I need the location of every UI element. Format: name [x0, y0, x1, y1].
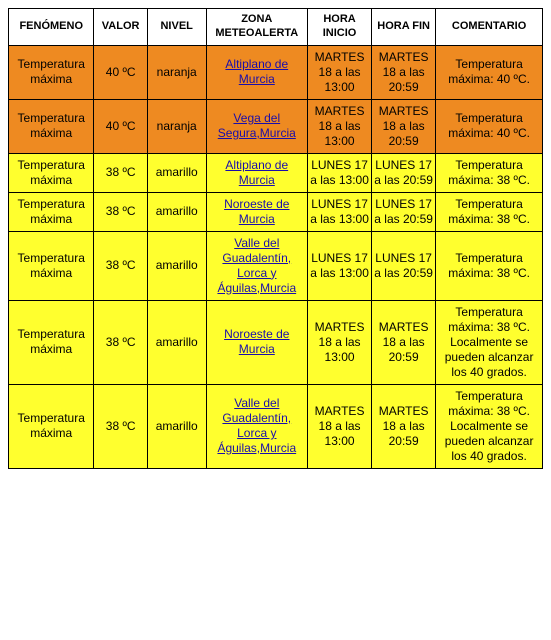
col-header-fin: HORA FIN	[372, 9, 436, 46]
cell-comentario: Temperatura máxima: 38 ºC.	[436, 153, 543, 192]
cell-nivel: naranja	[147, 99, 206, 153]
cell-nivel: amarillo	[147, 153, 206, 192]
cell-inicio: LUNES 17 a las 13:00	[308, 153, 372, 192]
table-row: Temperatura máxima38 ºCamarillo Altiplano…	[9, 153, 543, 192]
table-row: Temperatura máxima38 ºCamarillo Noroeste …	[9, 192, 543, 231]
cell-inicio: LUNES 17 a las 13:00	[308, 231, 372, 300]
cell-inicio: MARTES 18 a las 13:00	[308, 99, 372, 153]
cell-fin: MARTES 18 a las 20:59	[372, 300, 436, 384]
cell-nivel: naranja	[147, 45, 206, 99]
cell-zona: Valle del Guadalentín, Lorca y Águilas,M…	[206, 231, 307, 300]
cell-fin: MARTES 18 a las 20:59	[372, 45, 436, 99]
cell-fin: MARTES 18 a las 20:59	[372, 384, 436, 468]
cell-fin: MARTES 18 a las 20:59	[372, 99, 436, 153]
cell-zona: Altiplano de Murcia	[206, 153, 307, 192]
cell-comentario: Temperatura máxima: 38 ºC.	[436, 192, 543, 231]
cell-comentario: Temperatura máxima: 38 ºC. Localmente se…	[436, 300, 543, 384]
zone-link[interactable]: Valle del Guadalentín, Lorca y Águilas,M…	[217, 396, 296, 455]
cell-zona: Noroeste de Murcia	[206, 192, 307, 231]
cell-fenomeno: Temperatura máxima	[9, 384, 94, 468]
zone-link[interactable]: Altiplano de Murcia	[225, 57, 288, 86]
col-header-comentario: COMENTARIO	[436, 9, 543, 46]
cell-nivel: amarillo	[147, 384, 206, 468]
cell-fenomeno: Temperatura máxima	[9, 231, 94, 300]
cell-valor: 40 ºC	[94, 99, 147, 153]
cell-fin: LUNES 17 a las 20:59	[372, 153, 436, 192]
cell-fenomeno: Temperatura máxima	[9, 45, 94, 99]
cell-fenomeno: Temperatura máxima	[9, 153, 94, 192]
cell-inicio: MARTES 18 a las 13:00	[308, 45, 372, 99]
cell-zona: Vega del Segura,Murcia	[206, 99, 307, 153]
cell-fin: LUNES 17 a las 20:59	[372, 192, 436, 231]
cell-valor: 38 ºC	[94, 192, 147, 231]
table-row: Temperatura máxima38 ºCamarillo Noroeste …	[9, 300, 543, 384]
table-row: Temperatura máxima38 ºCamarilloValle del…	[9, 231, 543, 300]
cell-zona: Valle del Guadalentín, Lorca y Águilas,M…	[206, 384, 307, 468]
cell-fin: LUNES 17 a las 20:59	[372, 231, 436, 300]
cell-valor: 40 ºC	[94, 45, 147, 99]
cell-valor: 38 ºC	[94, 300, 147, 384]
table-row: Temperatura máxima38 ºCamarilloValle del…	[9, 384, 543, 468]
col-header-valor: VALOR	[94, 9, 147, 46]
col-header-inicio: HORA INICIO	[308, 9, 372, 46]
cell-inicio: MARTES 18 a las 13:00	[308, 300, 372, 384]
weather-alerts-table: FENÓMENO VALOR NIVEL ZONA METEOALERTA HO…	[8, 8, 543, 469]
cell-inicio: MARTES 18 a las 13:00	[308, 384, 372, 468]
zone-link[interactable]: Valle del Guadalentín, Lorca y Águilas,M…	[217, 236, 296, 295]
cell-comentario: Temperatura máxima: 40 ºC.	[436, 99, 543, 153]
cell-fenomeno: Temperatura máxima	[9, 300, 94, 384]
zone-link[interactable]: Noroeste de Murcia	[224, 197, 289, 226]
cell-comentario: Temperatura máxima: 38 ºC. Localmente se…	[436, 384, 543, 468]
table-row: Temperatura máxima40 ºCnaranja Vega del S…	[9, 99, 543, 153]
col-header-nivel: NIVEL	[147, 9, 206, 46]
cell-nivel: amarillo	[147, 231, 206, 300]
cell-nivel: amarillo	[147, 300, 206, 384]
col-header-zona: ZONA METEOALERTA	[206, 9, 307, 46]
table-row: Temperatura máxima40 ºCnaranja Altiplano …	[9, 45, 543, 99]
cell-valor: 38 ºC	[94, 231, 147, 300]
cell-inicio: LUNES 17 a las 13:00	[308, 192, 372, 231]
col-header-fenomeno: FENÓMENO	[9, 9, 94, 46]
cell-nivel: amarillo	[147, 192, 206, 231]
cell-zona: Altiplano de Murcia	[206, 45, 307, 99]
zone-link[interactable]: Vega del Segura,Murcia	[218, 111, 296, 140]
table-body: Temperatura máxima40 ºCnaranjaAltiplano …	[9, 45, 543, 468]
cell-valor: 38 ºC	[94, 153, 147, 192]
cell-fenomeno: Temperatura máxima	[9, 192, 94, 231]
cell-fenomeno: Temperatura máxima	[9, 99, 94, 153]
table-header-row: FENÓMENO VALOR NIVEL ZONA METEOALERTA HO…	[9, 9, 543, 46]
cell-comentario: Temperatura máxima: 38 ºC.	[436, 231, 543, 300]
cell-comentario: Temperatura máxima: 40 ºC.	[436, 45, 543, 99]
zone-link[interactable]: Altiplano de Murcia	[225, 158, 288, 187]
cell-zona: Noroeste de Murcia	[206, 300, 307, 384]
zone-link[interactable]: Noroeste de Murcia	[224, 327, 289, 356]
cell-valor: 38 ºC	[94, 384, 147, 468]
